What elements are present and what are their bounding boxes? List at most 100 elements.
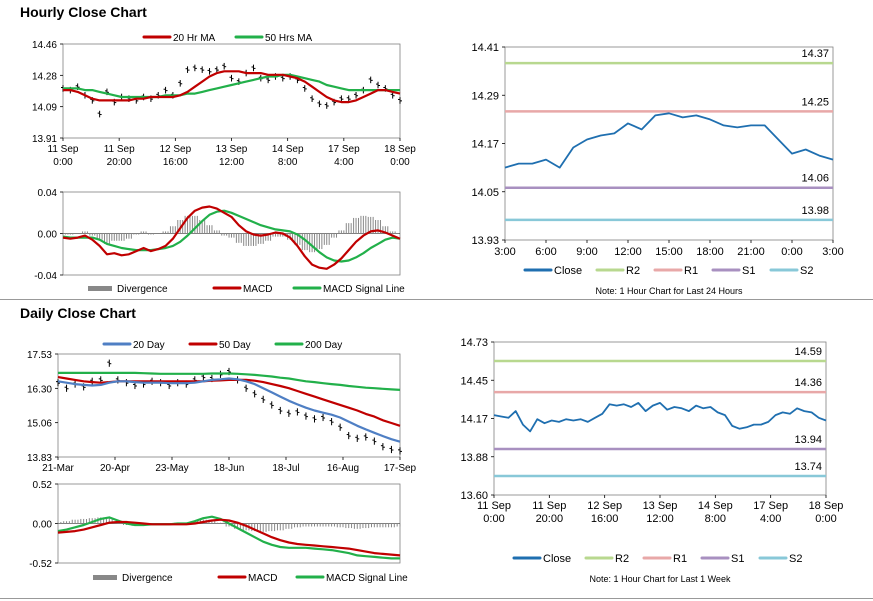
hourly-price-x-tick-label-date: 11 Sep — [48, 144, 79, 155]
hourly-pivot-level-r1-label: 14.25 — [801, 96, 829, 108]
hourly-macd-legend: Divergence MACD MACD Signal Line — [88, 284, 405, 295]
weekly-pivot-legend-label-close: Close — [543, 553, 571, 565]
weekly-pivot-axes: 14.73 14.45 14.17 13.88 13.60 — [460, 337, 827, 502]
weekly-pivot-y-tick-label: 13.88 — [460, 452, 488, 464]
daily-price-x-tick-label: 18-Jul — [272, 463, 299, 474]
daily-price-legend: 20 Day 50 Day 200 Day — [102, 340, 342, 351]
hourly-pivot-close-line — [504, 112, 834, 169]
hourly-pivot-y-tick-label: 13.93 — [471, 235, 499, 247]
daily-price-y-tick-label: 15.06 — [27, 419, 52, 430]
daily-price-legend-label-200-day: 200 Day — [305, 340, 342, 351]
hourly-pivot-x-tick-label: 9:00 — [576, 246, 597, 258]
weekly-pivot-x-tick-label-time: 20:00 — [536, 513, 564, 525]
daily-price-x-tick-label: 17-Sep — [384, 463, 417, 474]
daily-price-y-tick-label: 17.53 — [27, 350, 52, 361]
daily-price-x-ticks: 21-Mar 20-Apr 23-May 18-Jun 18-Jul 16-Aug 17-S… — [42, 457, 417, 474]
daily-price-20-day-line — [57, 377, 401, 443]
hourly-price-x-tick-label-time: 20:00 — [107, 157, 132, 168]
hourly-pivot-y-tick-label: 14.41 — [471, 42, 499, 54]
hourly-price-price-bars — [61, 62, 402, 118]
weekly-pivot-legend-label-r2: R2 — [615, 553, 629, 565]
hourly-price-x-tick-label-date: 14 Sep — [272, 144, 304, 155]
hourly-pivot-x-tick-label: 12:00 — [614, 246, 642, 258]
hourly-pivot-legend: Close R2 R1 S1 S2 — [523, 265, 813, 277]
daily-price-y-tick-label: 13.83 — [27, 453, 52, 464]
hourly-macd-y-tick-label: -0.04 — [34, 271, 57, 282]
hourly-price-x-tick-label-time: 8:00 — [278, 157, 298, 168]
weekly-pivot-plot-area — [493, 341, 827, 496]
hourly-price-x-tick-label-time: 16:00 — [163, 157, 188, 168]
daily-price-legend-label-20-day: 20 Day — [133, 340, 165, 351]
hourly-pivot-legend-label-s2: S2 — [800, 265, 813, 277]
hourly-pivot-level-s1-label: 14.06 — [801, 173, 829, 185]
hourly-price-x-tick-label-date: 12 Sep — [159, 144, 191, 155]
hourly-macd-legend-label-macd: MACD — [243, 284, 272, 295]
daily-price-legend-label-50-day: 50 Day — [219, 340, 251, 351]
daily-section-title: Daily Close Chart — [20, 305, 136, 321]
daily-price-200-day-line — [58, 371, 401, 391]
hourly-pivot-y-tick-label: 14.05 — [471, 187, 499, 199]
daily-macd-legend: Divergence MACD MACD Signal Line — [93, 573, 408, 584]
hourly-macd-macd-signal-line-line — [62, 209, 401, 263]
daily-macd-macd-line — [57, 515, 400, 560]
weekly-pivot-legend-label-s2: S2 — [789, 553, 802, 565]
weekly-pivot-close-line — [493, 401, 827, 433]
daily-macd-y-tick-label: -0.52 — [29, 559, 52, 570]
hourly-price-x-tick-label-time: 12:00 — [219, 157, 244, 168]
weekly-pivot-x-tick-label-time: 4:00 — [760, 513, 781, 525]
hourly-macd-legend-swatch-divergence — [88, 286, 112, 291]
weekly-pivot-y-tick-label: 14.73 — [460, 337, 488, 349]
hourly-pivot-legend-label-r2: R2 — [626, 265, 640, 277]
hourly-pivot-y-tick-label: 14.17 — [471, 139, 499, 151]
hourly-pivot-note: Note: 1 Hour Chart for Last 24 Hours — [595, 286, 743, 296]
daily-price-x-tick-label: 23-May — [155, 463, 188, 474]
hourly-price-x-ticks: 11 Sep 0:00 11 Sep 20:00 12 Sep 16:00 13 Sep 12… — [48, 138, 416, 168]
weekly-pivot-x-tick-label-date: 12 Sep — [587, 500, 622, 512]
weekly-pivot-x-tick-label-date: 11 Sep — [532, 500, 566, 512]
hourly-price-x-tick-label-time: 4:00 — [334, 157, 354, 168]
hourly-pivot-level-r2-label: 14.37 — [801, 48, 829, 60]
hourly-pivot-legend-label-r1: R1 — [684, 265, 698, 277]
weekly-pivot-legend-label-r1: R1 — [673, 553, 687, 565]
hourly-price-50-hrs-ma-line — [63, 73, 400, 99]
daily-price-x-tick-label: 21-Mar — [42, 463, 74, 474]
weekly-pivot-x-tick-label-date: 13 Sep — [643, 500, 678, 512]
weekly-pivot-note: Note: 1 Hour Chart for Last 1 Week — [590, 574, 731, 584]
hourly-price-x-tick-label-date: 18 Sep — [384, 144, 416, 155]
hourly-pivot-x-tick-label: 3:00 — [822, 246, 843, 258]
hourly-pivot-x-tick-label: 0:00 — [781, 246, 802, 258]
daily-macd-legend-swatch-divergence — [93, 575, 117, 580]
hourly-macd-macd-line — [62, 205, 401, 270]
hourly-pivot-plot-area — [504, 46, 834, 241]
hourly-pivot-x-tick-label: 15:00 — [655, 246, 683, 258]
weekly-pivot-x-tick-label-time: 16:00 — [591, 513, 619, 525]
hourly-macd-divergence-bars — [62, 215, 396, 253]
daily-price-x-tick-label: 20-Apr — [100, 463, 131, 474]
weekly-pivot-x-tick-label-date: 18 Sep — [809, 500, 844, 512]
hourly-price-x-tick-label-date: 13 Sep — [216, 144, 248, 155]
hourly-macd-legend-label-macd-signal-line: MACD Signal Line — [323, 284, 405, 295]
hourly-macd-axes: 0.04 0.00 -0.04 — [34, 188, 401, 282]
hourly-macd-y-tick-label: 0.04 — [38, 188, 58, 199]
weekly-pivot-x-tick-label-time: 12:00 — [646, 513, 674, 525]
hourly-price-legend: 20 Hr MA 50 Hrs MA — [142, 33, 313, 44]
bottom-divider — [0, 598, 873, 599]
daily-macd-legend-label-macd-signal-line: MACD Signal Line — [326, 573, 408, 584]
hourly-pivot-x-tick-label: 6:00 — [535, 246, 556, 258]
weekly-pivot-y-tick-label: 13.60 — [460, 490, 488, 502]
weekly-pivot-x-tick-label-date: 17 Sep — [753, 500, 788, 512]
daily-price-x-tick-label: 18-Jun — [214, 463, 245, 474]
hourly-pivot-y-tick-label: 14.29 — [471, 90, 499, 102]
weekly-pivot-legend-label-s1: S1 — [731, 553, 744, 565]
weekly-pivot-x-tick-label-date: 11 Sep — [477, 500, 511, 512]
section-divider — [0, 299, 873, 300]
daily-macd-macd-signal-line-line — [57, 518, 401, 557]
daily-macd-y-tick-label: 0.00 — [33, 520, 53, 531]
hourly-price-y-tick-label: 14.09 — [32, 103, 57, 114]
daily-price-50-day-line — [57, 376, 401, 427]
hourly-section-title: Hourly Close Chart — [20, 4, 147, 20]
hourly-price-20-hr-ma-line — [63, 70, 401, 104]
weekly-pivot-legend: Close R2 R1 S1 S2 — [512, 553, 802, 565]
hourly-pivot-x-tick-label: 3:00 — [494, 246, 515, 258]
